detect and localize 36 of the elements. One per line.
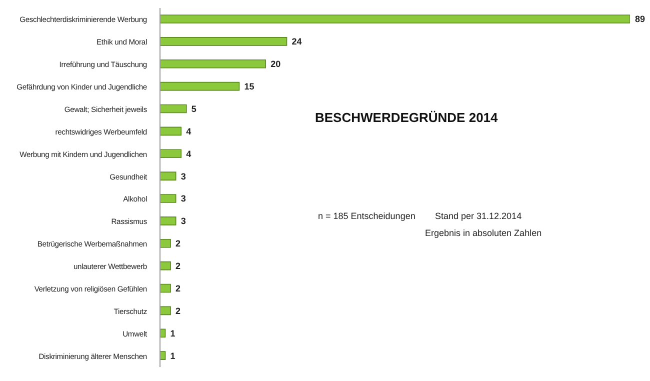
bar (160, 216, 176, 226)
bar (160, 351, 166, 360)
data-label: 89 (635, 14, 646, 24)
data-label: 3 (180, 216, 186, 226)
data-label: 2 (176, 238, 181, 249)
data-label: 4 (186, 126, 192, 136)
bar (160, 104, 187, 114)
bar (160, 328, 166, 338)
annotation: n = 185 Entscheidungen (318, 211, 416, 221)
bar (160, 59, 266, 68)
data-label: 3 (180, 194, 186, 204)
data-label: 2 (176, 306, 181, 316)
bar (160, 14, 630, 24)
annotation: Stand per 31.12.2014 (435, 211, 522, 221)
data-label: 20 (270, 59, 281, 70)
bar (160, 149, 182, 158)
data-label: 2 (176, 283, 181, 294)
data-label: 1 (170, 328, 176, 338)
data-label: 24 (292, 36, 302, 47)
data-label: 3 (180, 171, 186, 182)
data-label: 1 (170, 350, 176, 361)
bar (160, 126, 182, 136)
data-label: 5 (191, 104, 196, 114)
bar (160, 238, 171, 248)
bar (160, 37, 288, 46)
data-label: 15 (244, 82, 254, 92)
bar (160, 284, 171, 293)
text: BESCHWERDEGRÜNDE 2014 (315, 110, 498, 125)
bar (160, 82, 240, 91)
bar (160, 261, 171, 270)
data-label: 4 (186, 148, 192, 159)
annotation: Ergebnis in absoluten Zahlen (425, 228, 542, 238)
data-label: 2 (176, 261, 181, 272)
bar (160, 306, 171, 316)
bar (160, 194, 176, 203)
bar (160, 172, 176, 180)
